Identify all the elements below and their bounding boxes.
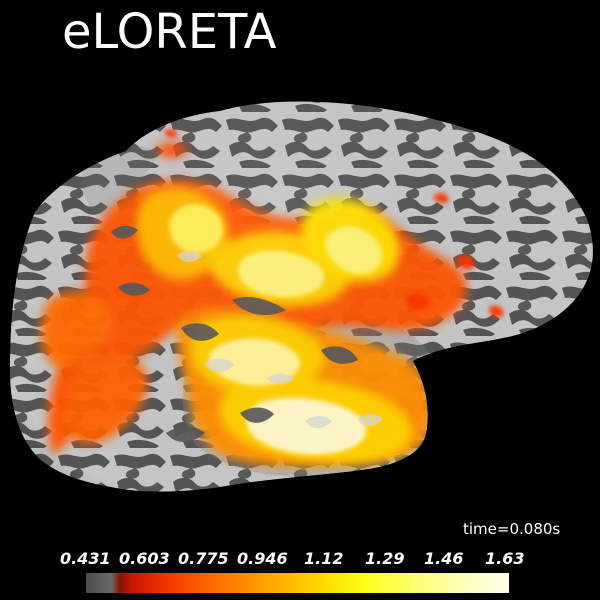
colorbar-tick-2: 0.775	[178, 549, 229, 568]
colorbar-tick-3: 0.946	[237, 549, 288, 568]
time-readout: time=0.080s	[463, 520, 561, 538]
colorbar-tick-0: 0.431	[60, 549, 111, 568]
method-title: eLORETA	[62, 4, 277, 60]
colorbar-tick-1: 0.603	[119, 549, 170, 568]
activation-colorbar	[86, 573, 509, 593]
colorbar-tick-5: 1.29	[365, 549, 405, 568]
colorbar-tick-4: 1.12	[304, 549, 344, 568]
colorbar-tick-labels: 0.431 0.603 0.775 0.946 1.12 1.29 1.46 1…	[60, 548, 530, 570]
colorbar-tick-7: 1.63	[485, 549, 525, 568]
colorbar-tick-6: 1.46	[424, 549, 464, 568]
